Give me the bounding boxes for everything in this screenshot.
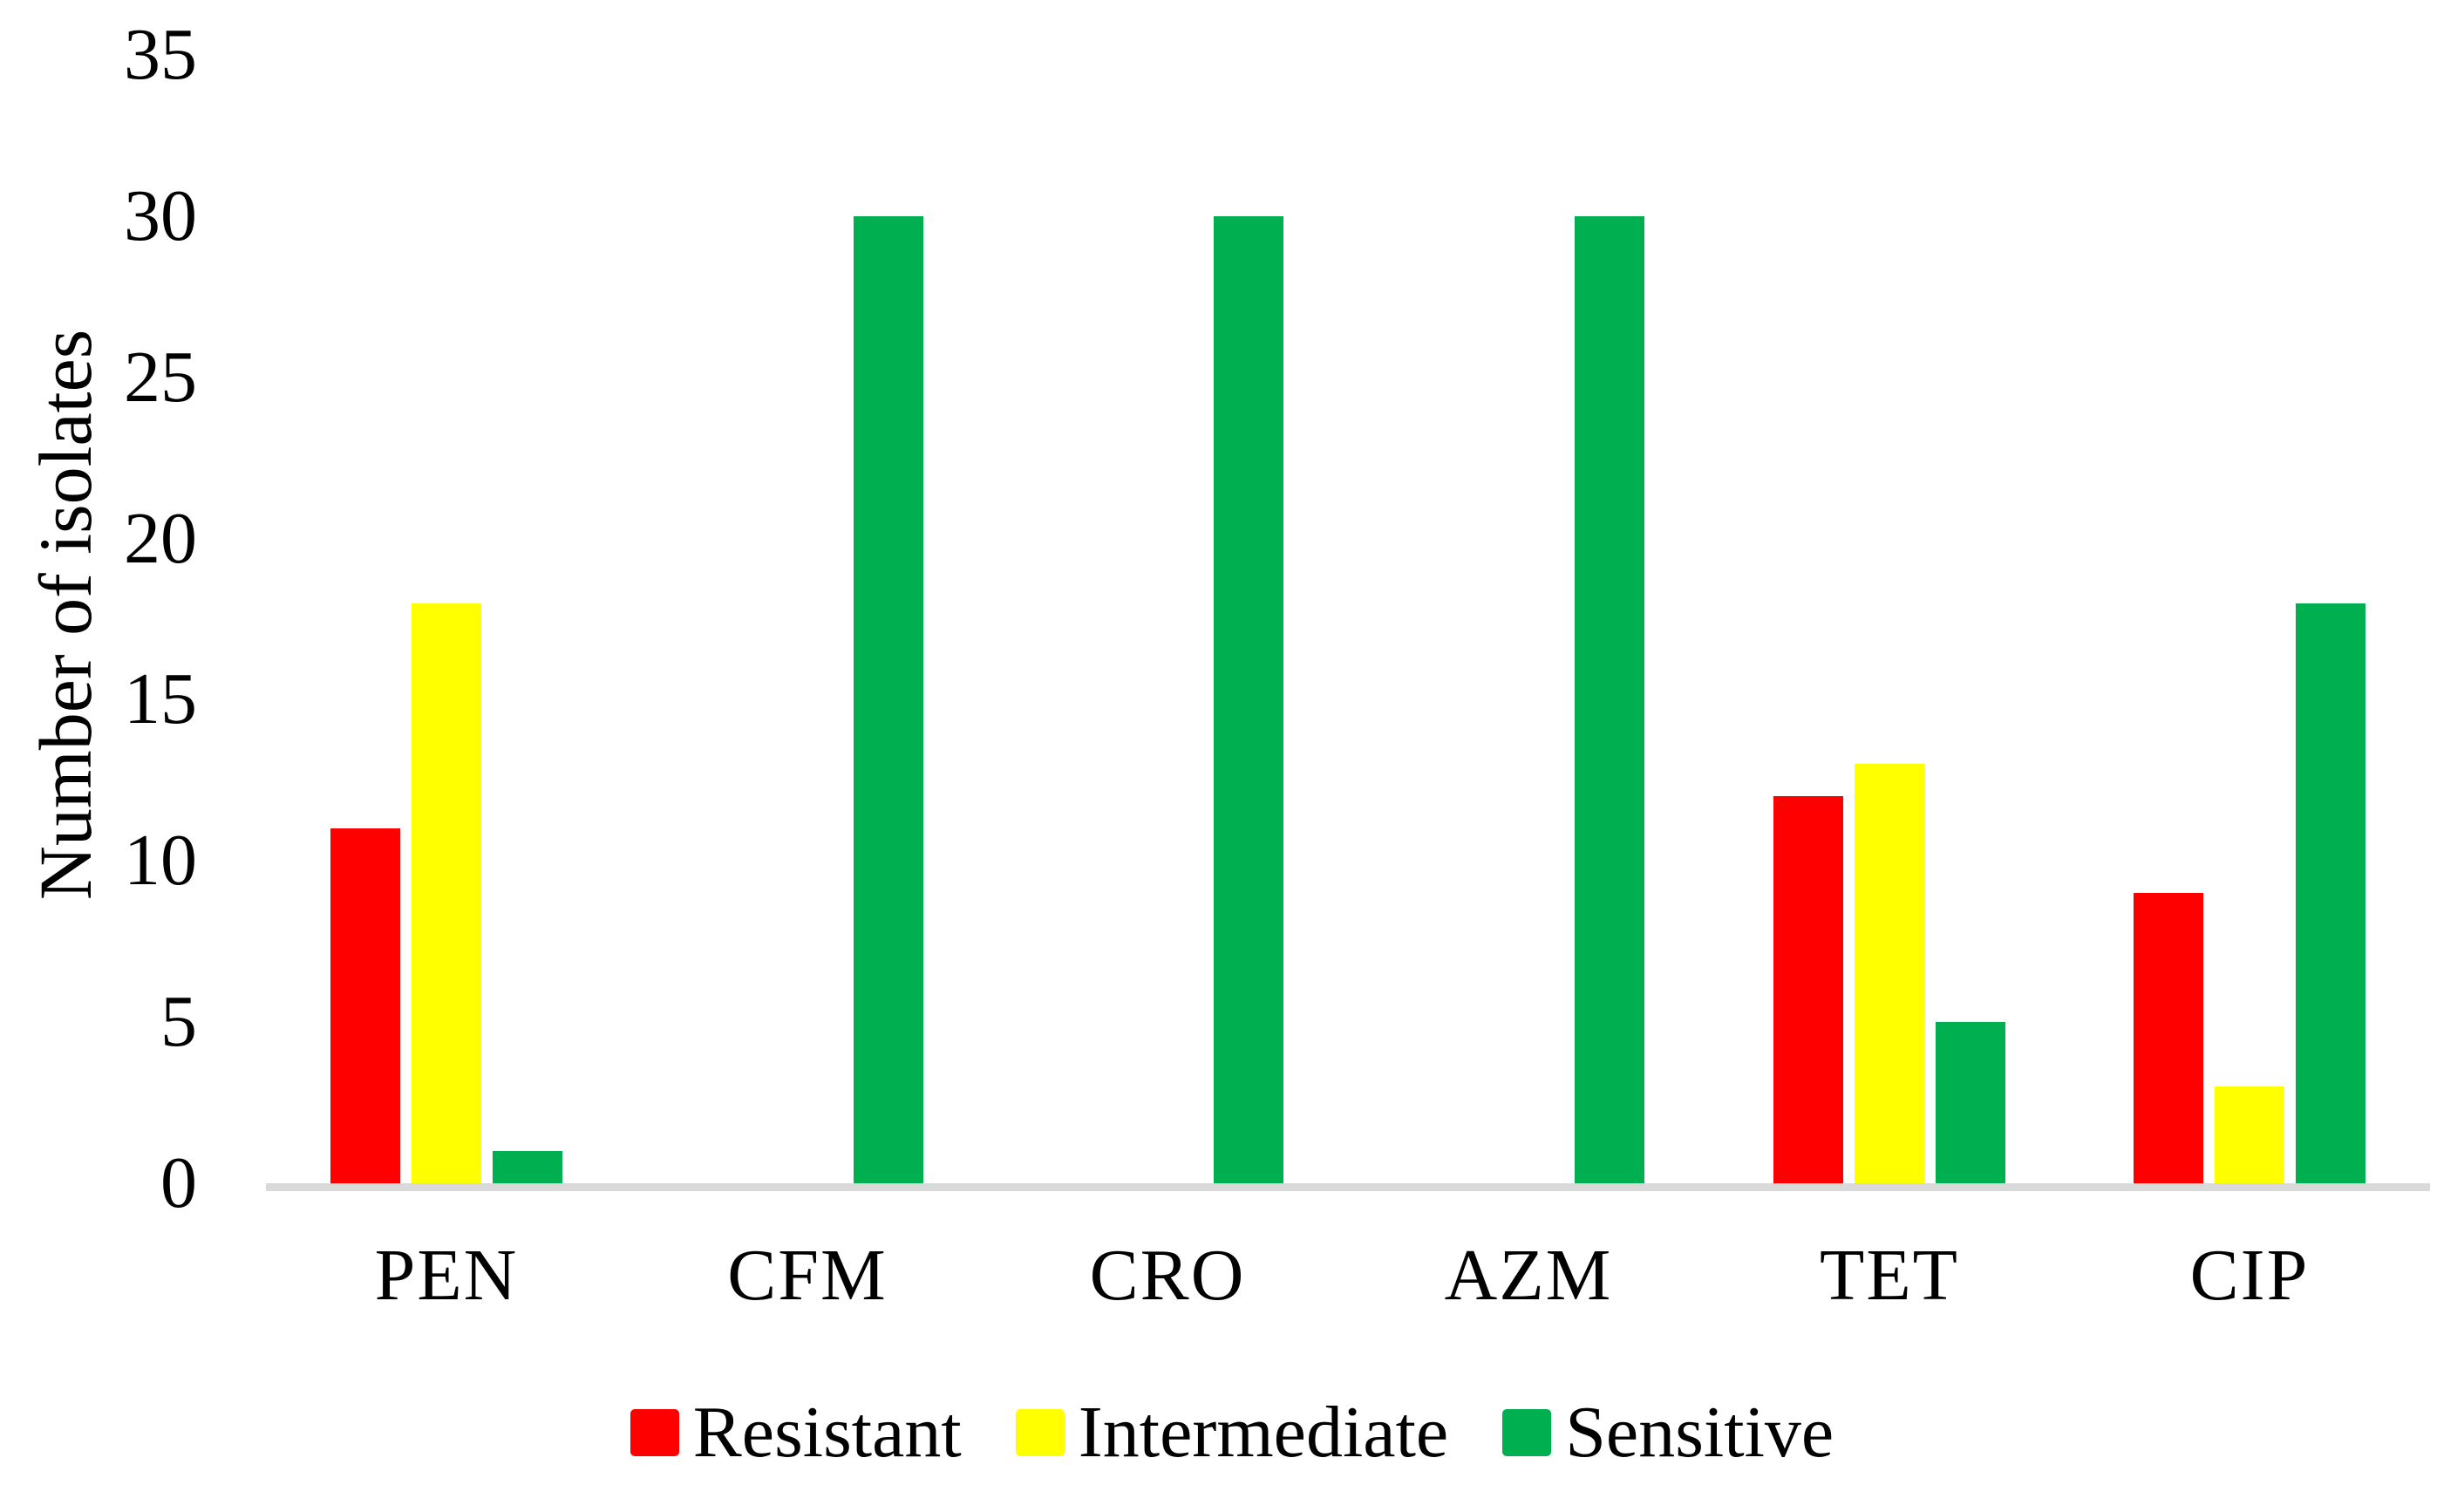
y-tick-label-30: 30: [124, 174, 197, 256]
bar-CFM-sensitive: [854, 216, 923, 1183]
y-tick-label-10: 10: [124, 820, 197, 902]
legend-swatch-resistant: [630, 1409, 679, 1456]
bar-CRO-sensitive: [1214, 216, 1283, 1183]
x-label-AZM: AZM: [1444, 1235, 1613, 1316]
x-label-CFM: CFM: [727, 1235, 888, 1316]
x-label-CRO: CRO: [1089, 1235, 1246, 1316]
bar-AZM-sensitive: [1575, 216, 1644, 1183]
y-tick-label-35: 35: [124, 14, 197, 95]
legend-item-sensitive: Sensitive: [1502, 1389, 1834, 1476]
bar-CIP-resistant: [2134, 893, 2203, 1183]
bar-PEN-intermediate: [412, 603, 481, 1183]
x-axis-line: [266, 1183, 2430, 1191]
legend-item-resistant: Resistant: [630, 1389, 962, 1476]
bar-TET-resistant: [1773, 796, 1843, 1183]
legend-swatch-sensitive: [1502, 1409, 1552, 1456]
y-tick-label-15: 15: [124, 658, 197, 740]
bar-PEN-resistant: [330, 828, 400, 1183]
bar-CIP-sensitive: [2296, 603, 2365, 1183]
y-axis-title: Number of isolates: [24, 329, 107, 901]
legend-label-resistant: Resistant: [692, 1392, 962, 1473]
y-tick-label-25: 25: [124, 336, 197, 418]
bar-PEN-sensitive: [493, 1151, 562, 1183]
x-label-TET: TET: [1820, 1235, 1959, 1316]
legend-swatch-intermediate: [1015, 1409, 1065, 1456]
bar-CIP-intermediate: [2215, 1087, 2284, 1183]
legend-item-intermediate: Intermediate: [1015, 1389, 1449, 1476]
legend-label-intermediate: Intermediate: [1078, 1392, 1449, 1473]
bar-TET-sensitive: [1936, 1022, 2005, 1183]
x-label-PEN: PEN: [374, 1235, 519, 1316]
y-tick-label-0: 0: [160, 1142, 197, 1223]
y-tick-label-20: 20: [124, 497, 197, 579]
bar-TET-intermediate: [1855, 764, 1924, 1183]
chart-legend: Resistant Intermediate Sensitive: [0, 1385, 2464, 1481]
x-label-CIP: CIP: [2189, 1235, 2310, 1316]
legend-label-sensitive: Sensitive: [1565, 1392, 1834, 1473]
y-tick-label-5: 5: [160, 981, 197, 1063]
